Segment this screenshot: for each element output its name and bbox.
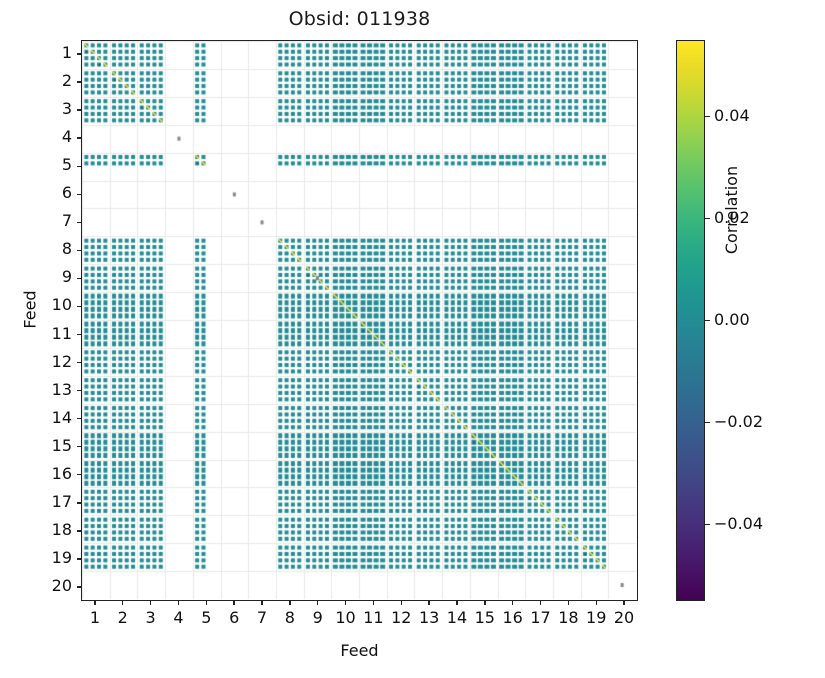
colorbar-tick-1 bbox=[705, 421, 710, 424]
x-tick-label-3: 3 bbox=[145, 608, 156, 627]
x-tick-label-10: 10 bbox=[335, 608, 356, 627]
x-tick-18 bbox=[567, 601, 570, 605]
x-tick-7 bbox=[261, 601, 263, 605]
x-tick-9 bbox=[317, 601, 319, 605]
x-axis-label: Feed bbox=[340, 641, 379, 660]
x-tick-1 bbox=[94, 601, 96, 605]
y-tick-label-7: 7 bbox=[61, 211, 72, 231]
x-tick-16 bbox=[511, 601, 514, 605]
x-tick-label-7: 7 bbox=[256, 608, 268, 627]
x-tick-2 bbox=[122, 601, 124, 605]
y-tick-label-18: 18 bbox=[51, 519, 72, 539]
y-tick-label-13: 13 bbox=[51, 379, 72, 399]
x-tick-label-19: 19 bbox=[586, 608, 607, 627]
x-tick-label-17: 17 bbox=[530, 608, 551, 627]
y-tick-8 bbox=[77, 249, 81, 252]
y-tick-2 bbox=[77, 81, 81, 83]
colorbar-tick-label-3: 0.02 bbox=[714, 207, 750, 227]
x-tick-20 bbox=[623, 601, 625, 605]
y-tick-9 bbox=[77, 277, 81, 280]
x-tick-8 bbox=[289, 601, 291, 605]
y-tick-label-10: 10 bbox=[51, 295, 72, 315]
y-tick-7 bbox=[77, 221, 81, 224]
x-tick-11 bbox=[372, 601, 375, 605]
x-tick-label-8: 8 bbox=[284, 608, 295, 627]
y-tick-10 bbox=[77, 305, 81, 308]
x-tick-label-11: 11 bbox=[363, 608, 384, 627]
x-tick-17 bbox=[539, 601, 542, 605]
x-tick-label-15: 15 bbox=[474, 608, 495, 627]
x-tick-label-6: 6 bbox=[229, 608, 240, 627]
x-tick-label-5: 5 bbox=[201, 608, 212, 627]
colorbar[interactable] bbox=[676, 40, 705, 601]
y-tick-12 bbox=[77, 361, 81, 364]
x-tick-label-9: 9 bbox=[312, 608, 323, 627]
y-tick-17 bbox=[77, 502, 81, 504]
y-tick-label-14: 14 bbox=[51, 407, 72, 427]
y-tick-13 bbox=[77, 389, 81, 392]
colorbar-tick-label-1: −0.02 bbox=[714, 411, 764, 431]
x-tick-label-13: 13 bbox=[418, 608, 440, 627]
y-tick-label-5: 5 bbox=[61, 155, 72, 175]
y-tick-20 bbox=[77, 586, 81, 588]
y-tick-1 bbox=[77, 53, 81, 55]
y-tick-label-8: 8 bbox=[61, 239, 72, 259]
y-tick-18 bbox=[77, 530, 81, 532]
x-tick-label-14: 14 bbox=[446, 608, 468, 627]
y-tick-16 bbox=[77, 474, 81, 476]
colorbar-label: Correlation bbox=[722, 165, 741, 255]
y-tick-label-12: 12 bbox=[51, 351, 72, 371]
y-tick-label-2: 2 bbox=[61, 71, 72, 91]
y-tick-3 bbox=[77, 109, 81, 111]
x-tick-10 bbox=[344, 601, 347, 605]
colorbar-tick-label-0: −0.04 bbox=[714, 513, 764, 533]
x-tick-15 bbox=[484, 601, 486, 605]
gridlines bbox=[82, 41, 636, 599]
colorbar-tick-3 bbox=[705, 217, 710, 220]
y-tick-label-17: 17 bbox=[51, 491, 72, 511]
x-tick-label-12: 12 bbox=[391, 608, 412, 627]
x-tick-12 bbox=[400, 601, 402, 605]
y-tick-label-1: 1 bbox=[61, 43, 72, 63]
x-tick-label-18: 18 bbox=[558, 608, 579, 627]
y-tick-15 bbox=[77, 446, 81, 448]
y-tick-label-9: 9 bbox=[61, 267, 72, 287]
x-tick-19 bbox=[595, 601, 597, 605]
x-tick-label-4: 4 bbox=[173, 608, 184, 627]
x-tick-13 bbox=[428, 601, 430, 605]
y-tick-label-11: 11 bbox=[51, 323, 72, 343]
colorbar-tick-2 bbox=[705, 319, 710, 322]
heatmap-plot-area[interactable] bbox=[81, 40, 638, 601]
colorbar-tick-4 bbox=[705, 115, 710, 118]
y-tick-14 bbox=[77, 417, 81, 420]
x-tick-3 bbox=[149, 601, 152, 605]
y-tick-label-6: 6 bbox=[61, 183, 72, 203]
x-tick-5 bbox=[205, 601, 208, 605]
y-tick-4 bbox=[77, 137, 81, 139]
x-tick-6 bbox=[233, 601, 235, 605]
x-tick-label-20: 20 bbox=[613, 608, 635, 627]
y-axis-label: Feed bbox=[20, 290, 40, 329]
x-tick-label-1: 1 bbox=[89, 608, 101, 627]
x-tick-4 bbox=[177, 601, 180, 605]
y-tick-label-4: 4 bbox=[61, 127, 72, 147]
y-tick-6 bbox=[77, 193, 81, 195]
y-tick-label-16: 16 bbox=[51, 463, 72, 483]
y-tick-11 bbox=[77, 333, 81, 336]
y-tick-label-3: 3 bbox=[61, 99, 72, 119]
y-tick-label-15: 15 bbox=[51, 435, 72, 455]
colorbar-tick-0 bbox=[705, 523, 710, 526]
y-tick-5 bbox=[77, 165, 81, 167]
y-tick-label-20: 20 bbox=[51, 575, 72, 595]
colorbar-tick-label-2: 0.00 bbox=[714, 309, 750, 329]
x-tick-label-16: 16 bbox=[502, 608, 523, 627]
y-tick-label-19: 19 bbox=[51, 547, 72, 567]
colorbar-tick-label-4: 0.04 bbox=[714, 105, 750, 125]
page-title: Obsid: 011938 bbox=[288, 8, 431, 30]
y-tick-19 bbox=[77, 558, 81, 560]
colorbar-gradient bbox=[677, 41, 704, 600]
x-tick-14 bbox=[456, 601, 458, 605]
x-tick-label-2: 2 bbox=[117, 608, 128, 627]
